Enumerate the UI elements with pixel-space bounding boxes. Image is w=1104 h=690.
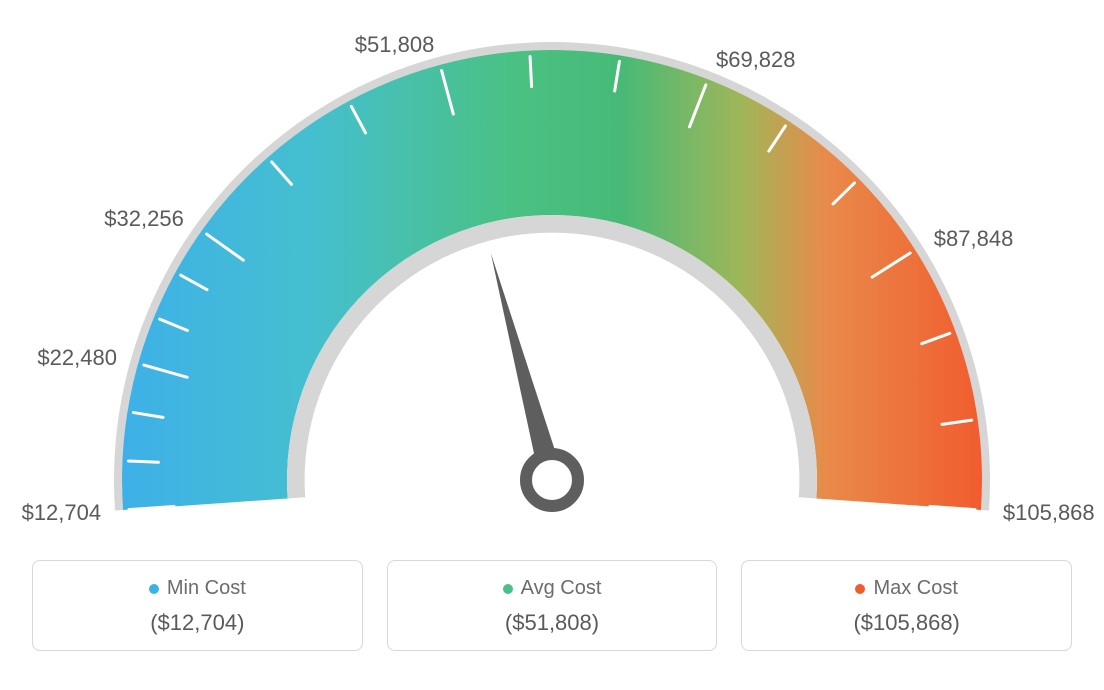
gauge-tick-label: $12,704 [0,500,101,526]
legend-value-max: ($105,868) [752,610,1061,636]
gauge-tick-label: $51,808 [324,32,434,58]
legend-title-avg: Avg Cost [503,577,602,600]
gauge-tick-label: $87,848 [934,226,1014,252]
legend-card-min: Min Cost ($12,704) [32,560,363,651]
gauge-tick-label: $105,868 [1003,500,1095,526]
legend-row: Min Cost ($12,704) Avg Cost ($51,808) Ma… [32,560,1072,651]
legend-title-text-max: Max Cost [873,577,957,600]
legend-title-text-min: Min Cost [167,577,246,600]
legend-card-max: Max Cost ($105,868) [741,560,1072,651]
gauge-tick-label: $22,480 [7,345,117,371]
legend-card-avg: Avg Cost ($51,808) [387,560,718,651]
legend-dot-min [149,584,159,594]
legend-dot-avg [503,584,513,594]
gauge-tick-label: $32,256 [74,206,184,232]
legend-dot-max [855,584,865,594]
gauge-svg [22,20,1082,530]
legend-title-text-avg: Avg Cost [521,577,602,600]
legend-title-max: Max Cost [855,577,957,600]
legend-title-min: Min Cost [149,577,246,600]
legend-value-avg: ($51,808) [398,610,707,636]
gauge-chart: $12,704$22,480$32,256$51,808$69,828$87,8… [22,20,1082,530]
gauge-tick-label: $69,828 [716,47,796,73]
legend-value-min: ($12,704) [43,610,352,636]
